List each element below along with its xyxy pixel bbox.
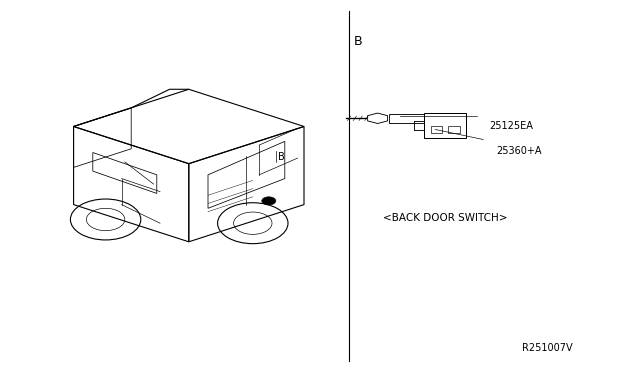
Circle shape <box>262 197 276 205</box>
Text: R251007V: R251007V <box>522 343 573 353</box>
Bar <box>431 126 442 133</box>
Text: 25360+A: 25360+A <box>496 146 541 155</box>
Text: B: B <box>354 35 362 48</box>
Bar <box>448 126 460 133</box>
Bar <box>389 114 424 123</box>
Text: B: B <box>278 152 285 162</box>
Text: 25125EA: 25125EA <box>490 122 534 131</box>
Bar <box>424 113 466 138</box>
Text: <BACK DOOR SWITCH>: <BACK DOOR SWITCH> <box>383 213 507 222</box>
